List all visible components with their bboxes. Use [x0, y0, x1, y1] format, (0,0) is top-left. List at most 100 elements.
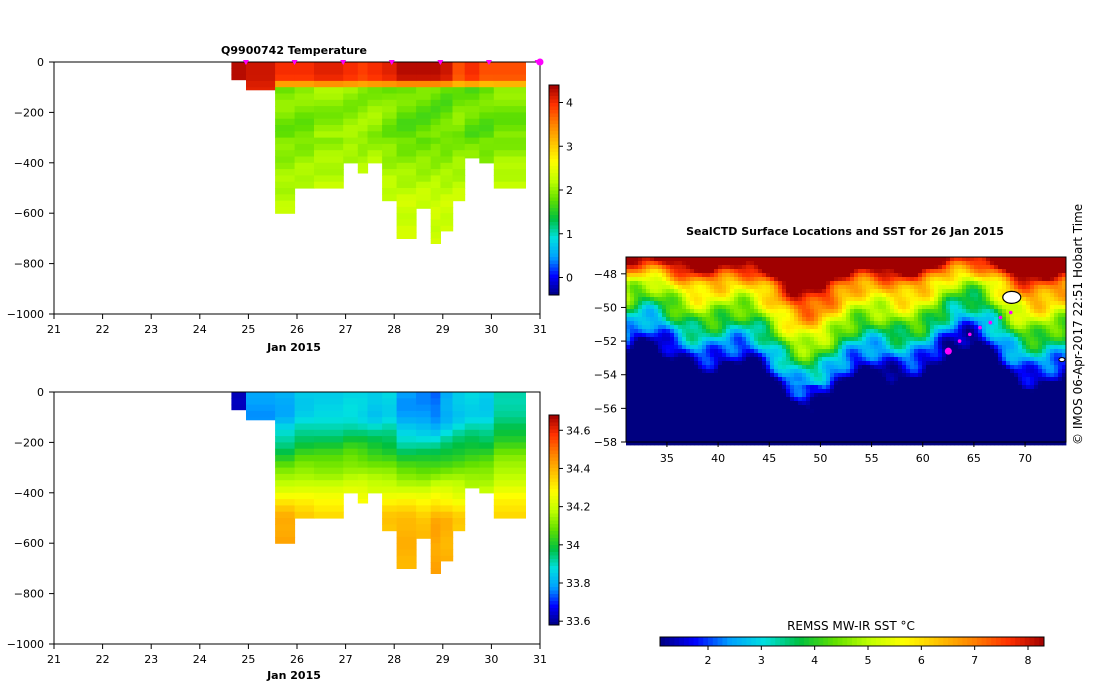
sst-pixel	[962, 401, 967, 406]
sst-pixel	[794, 285, 799, 290]
sst-pixel	[938, 321, 943, 326]
sst-pixel	[870, 365, 875, 370]
colorbar-segment	[549, 239, 559, 243]
sst-pixel	[778, 357, 783, 362]
sst-pixel	[1002, 285, 1007, 290]
sst-pixel	[650, 285, 655, 290]
sst-pixel	[682, 361, 687, 366]
sst-pixel	[1018, 277, 1023, 282]
sst-pixel	[910, 369, 915, 374]
sst-pixel	[878, 313, 883, 318]
sst-pixel	[910, 297, 915, 302]
sst-pixel	[1034, 301, 1039, 306]
sst-pixel	[810, 397, 815, 402]
sst-pixel	[858, 353, 863, 358]
sst-pixel	[974, 329, 979, 334]
sst-pixel	[854, 373, 859, 378]
sst-pixel	[850, 265, 855, 270]
sst-pixel	[738, 285, 743, 290]
sst-pixel	[1058, 393, 1063, 398]
sst-pixel	[870, 401, 875, 406]
sst-pixel	[966, 257, 971, 262]
sst-pixel	[1030, 273, 1035, 278]
sst-pixel	[670, 301, 675, 306]
sst-pixel	[1002, 305, 1007, 310]
sst-pixel	[942, 337, 947, 342]
sst-pixel	[982, 265, 987, 270]
sst-pixel	[994, 385, 999, 390]
sst-pixel	[1030, 365, 1035, 370]
sst-pixel	[930, 289, 935, 294]
sst-pixel	[662, 349, 667, 354]
sst-pixel	[814, 313, 819, 318]
sst-pixel	[826, 361, 831, 366]
sst-pixel	[850, 329, 855, 334]
sst-pixel	[670, 337, 675, 342]
sst-pixel	[1042, 257, 1047, 262]
sst-pixel	[890, 289, 895, 294]
sst-pixel	[678, 321, 683, 326]
sst-pixel	[666, 361, 671, 366]
sst-pixel	[854, 289, 859, 294]
sst-pixel	[714, 317, 719, 322]
sst-pixel	[1034, 265, 1039, 270]
sst-pixel	[626, 377, 631, 382]
profile-marker	[388, 60, 395, 65]
sst-pixel	[702, 281, 707, 286]
sst-pixel	[1062, 333, 1067, 338]
sst-pixel	[806, 301, 811, 306]
sst-pixel	[1010, 261, 1015, 266]
section-cell	[314, 125, 344, 132]
sst-pixel	[662, 345, 667, 350]
sst-pixel	[1034, 397, 1039, 402]
sst-pixel	[818, 325, 823, 330]
sst-pixel	[794, 305, 799, 310]
sst-pixel	[690, 277, 695, 282]
section-cell	[452, 131, 466, 139]
section-cell	[493, 455, 526, 462]
sst-pixel	[722, 373, 727, 378]
sst-pixel	[1002, 373, 1007, 378]
sst-pixel	[834, 333, 839, 338]
colorbar-segment	[549, 232, 559, 236]
sst-pixel	[830, 269, 835, 274]
sst-pixel	[906, 285, 911, 290]
sst-pixel	[962, 345, 967, 350]
sst-pixel	[826, 349, 831, 354]
sst-pixel	[938, 317, 943, 322]
sst-pixel	[986, 325, 991, 330]
sst-pixel	[1014, 333, 1019, 338]
sst-pixel	[886, 377, 891, 382]
sst-pixel	[670, 329, 675, 334]
sst-pixel	[770, 361, 775, 366]
sst-pixel	[862, 309, 867, 314]
sst-pixel	[834, 369, 839, 374]
sst-pixel	[938, 329, 943, 334]
sst-pixel	[966, 269, 971, 274]
sst-pixel	[662, 297, 667, 302]
sst-pixel	[738, 281, 743, 286]
sst-pixel	[938, 261, 943, 266]
sst-pixel	[758, 393, 763, 398]
sst-pixel	[842, 265, 847, 270]
sst-pixel	[1030, 337, 1035, 342]
sst-pixel	[654, 329, 659, 334]
sst-pixel	[710, 373, 715, 378]
sst-pixel	[962, 257, 967, 262]
sst-pixel	[706, 357, 711, 362]
sst-pixel	[778, 381, 783, 386]
sst-pixel	[1018, 273, 1023, 278]
sst-pixel	[814, 361, 819, 366]
section-cell	[493, 150, 526, 158]
sst-pixel	[810, 333, 815, 338]
section-cell	[357, 137, 369, 145]
sst-pixel	[898, 261, 903, 266]
sst-pixel	[674, 401, 679, 406]
sst-pixel	[710, 317, 715, 322]
sst-pixel	[998, 289, 1003, 294]
colorbar-segment	[549, 242, 559, 247]
sst-pixel	[858, 309, 863, 314]
sst-pixel	[942, 297, 947, 302]
sst-pixel	[906, 293, 911, 298]
section-cell	[367, 68, 383, 76]
